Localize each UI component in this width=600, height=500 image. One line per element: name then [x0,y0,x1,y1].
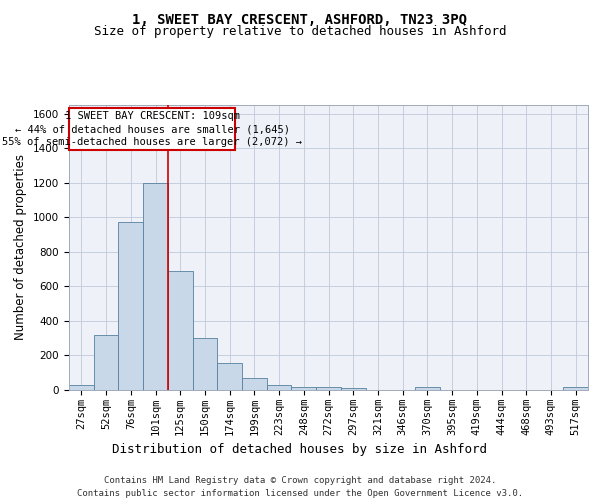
Text: 1 SWEET BAY CRESCENT: 109sqm: 1 SWEET BAY CRESCENT: 109sqm [65,111,240,121]
Text: 55% of semi-detached houses are larger (2,072) →: 55% of semi-detached houses are larger (… [2,137,302,147]
Text: ← 44% of detached houses are smaller (1,645): ← 44% of detached houses are smaller (1,… [15,124,290,134]
Bar [563,386,588,390]
Text: 1, SWEET BAY CRESCENT, ASHFORD, TN23 3PQ: 1, SWEET BAY CRESCENT, ASHFORD, TN23 3PQ [133,12,467,26]
Bar [242,378,267,390]
Bar [168,271,193,390]
Text: Contains HM Land Registry data © Crown copyright and database right 2024.
Contai: Contains HM Land Registry data © Crown c… [77,476,523,498]
Bar [193,338,217,390]
Bar [94,334,118,390]
Text: Distribution of detached houses by size in Ashford: Distribution of detached houses by size … [113,442,487,456]
Bar [341,388,365,390]
Bar [217,363,242,390]
Bar [143,182,168,390]
Bar [118,222,143,390]
Bar [316,388,341,390]
Bar [415,386,440,390]
Y-axis label: Number of detached properties: Number of detached properties [14,154,28,340]
Bar [292,388,316,390]
Text: Size of property relative to detached houses in Ashford: Size of property relative to detached ho… [94,25,506,38]
FancyBboxPatch shape [70,108,235,150]
Bar [267,385,292,390]
Bar [69,385,94,390]
